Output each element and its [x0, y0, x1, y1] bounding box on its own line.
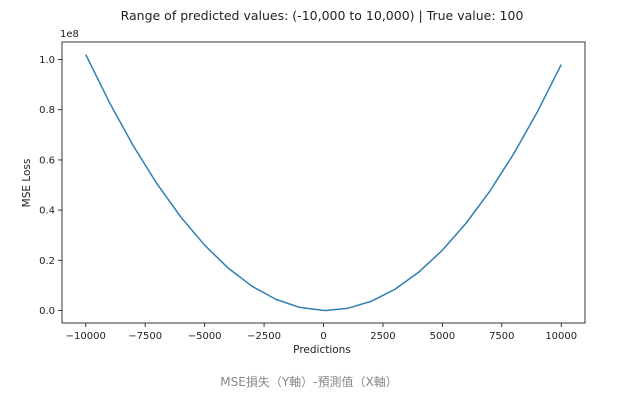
mse-loss-chart: Range of predicted values: (-10,000 to 1…: [21, 8, 586, 356]
y-axis-ticks: 0.0 0.2 0.4 0.6 0.8 1.0: [39, 55, 62, 317]
y-axis-offset-label: 1e8: [60, 29, 79, 40]
plot-area-frame: [61, 41, 586, 324]
y-tick-label: 0.8: [39, 105, 55, 116]
y-tick-label: 0.4: [39, 206, 55, 217]
x-tick-label: 0: [320, 331, 326, 342]
y-tick-label: 0.2: [39, 256, 55, 267]
x-tick-label: 5000: [430, 331, 455, 342]
y-tick-label: 0.6: [39, 155, 55, 166]
x-axis-label: Predictions: [293, 344, 351, 356]
y-tick-label: 1.0: [39, 55, 55, 66]
x-tick-label: −2500: [247, 331, 281, 342]
chart-title: Range of predicted values: (-10,000 to 1…: [121, 8, 524, 23]
x-tick-label: 7500: [489, 331, 514, 342]
mse-loss-curve: [85, 54, 562, 312]
figure-caption: MSE損失（Y軸）-預測值（X軸）: [220, 375, 398, 389]
y-axis-label: MSE Loss: [21, 159, 33, 208]
x-tick-label: −10000: [66, 331, 106, 342]
x-axis-ticks: −10000 −7500 −5000 −2500 0 2500 5000 7500 10000: [66, 323, 577, 342]
x-tick-label: −5000: [188, 331, 222, 342]
x-tick-label: −7500: [128, 331, 162, 342]
y-tick-label: 0.0: [39, 306, 55, 317]
x-tick-label: 2500: [370, 331, 395, 342]
x-tick-label: 10000: [545, 331, 577, 342]
